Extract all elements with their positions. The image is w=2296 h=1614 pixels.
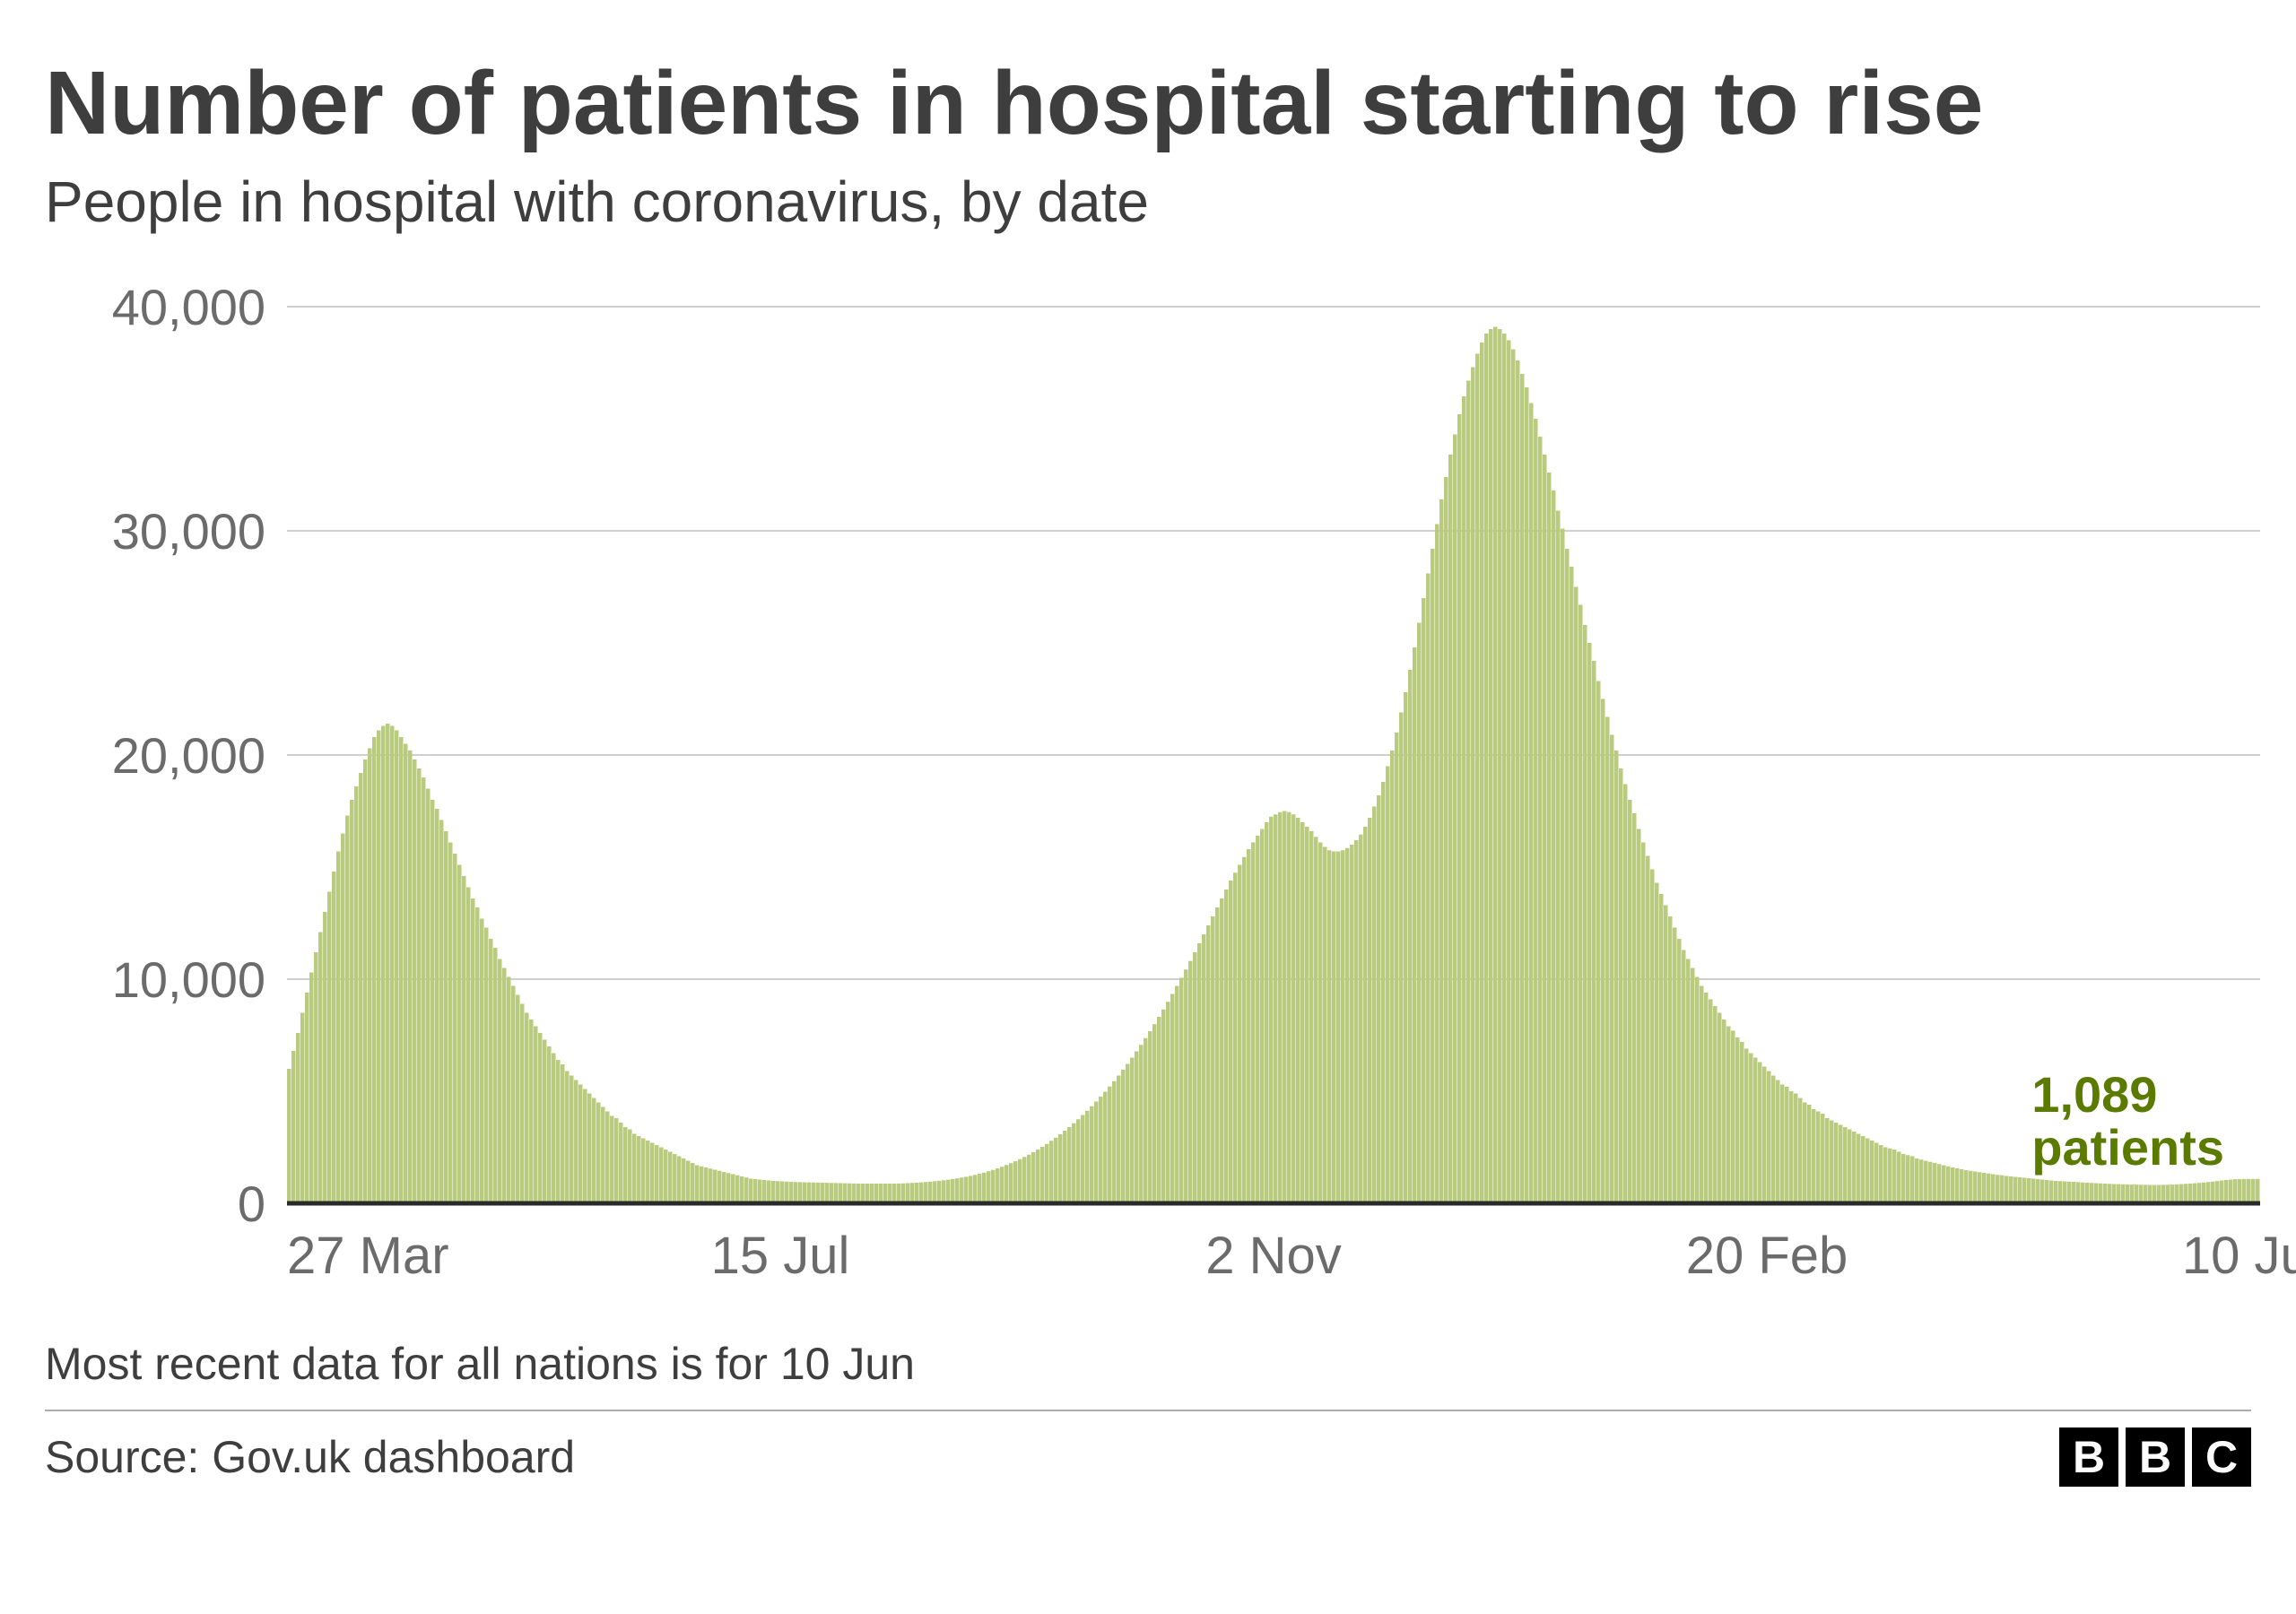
bbc-logo-block: B (2126, 1427, 2185, 1487)
chart-title: Number of patients in hospital starting … (45, 54, 2251, 152)
bbc-logo: BBC (2059, 1427, 2251, 1487)
svg-text:30,000: 30,000 (112, 503, 265, 560)
svg-text:10,000: 10,000 (112, 951, 265, 1008)
chart-subtitle: People in hospital with coronavirus, by … (45, 169, 2251, 235)
bars-group (287, 327, 2260, 1204)
svg-text:20 Feb: 20 Feb (1686, 1227, 1848, 1285)
callout-unit: patients (2031, 1122, 2224, 1175)
callout-label: 1,089 patients (2031, 1069, 2224, 1175)
chart-card: Number of patients in hospital starting … (0, 0, 2296, 1614)
chart-area: 0 10,000 20,000 30,000 40,000 27 Mar 15 Jul 2 N… (54, 289, 2251, 1302)
svg-text:20,000: 20,000 (112, 727, 265, 784)
chart-footnote: Most recent data for all nations is for … (45, 1338, 2251, 1411)
svg-text:2 Nov: 2 Nov (1205, 1227, 1342, 1285)
callout-value: 1,089 (2031, 1069, 2224, 1122)
bar-chart-svg: 0 10,000 20,000 30,000 40,000 27 Mar 15 Jul 2 N… (54, 289, 2296, 1302)
chart-source: Source: Gov.uk dashboard (45, 1431, 575, 1483)
svg-text:40,000: 40,000 (112, 289, 265, 335)
svg-text:15 Jul: 15 Jul (711, 1227, 850, 1285)
source-row: Source: Gov.uk dashboard BBC (45, 1411, 2251, 1487)
svg-text:10 Jun: 10 Jun (2182, 1227, 2296, 1285)
svg-text:0: 0 (238, 1176, 265, 1232)
svg-text:27 Mar: 27 Mar (287, 1227, 449, 1285)
bbc-logo-block: C (2192, 1427, 2251, 1487)
bbc-logo-block: B (2059, 1427, 2118, 1487)
